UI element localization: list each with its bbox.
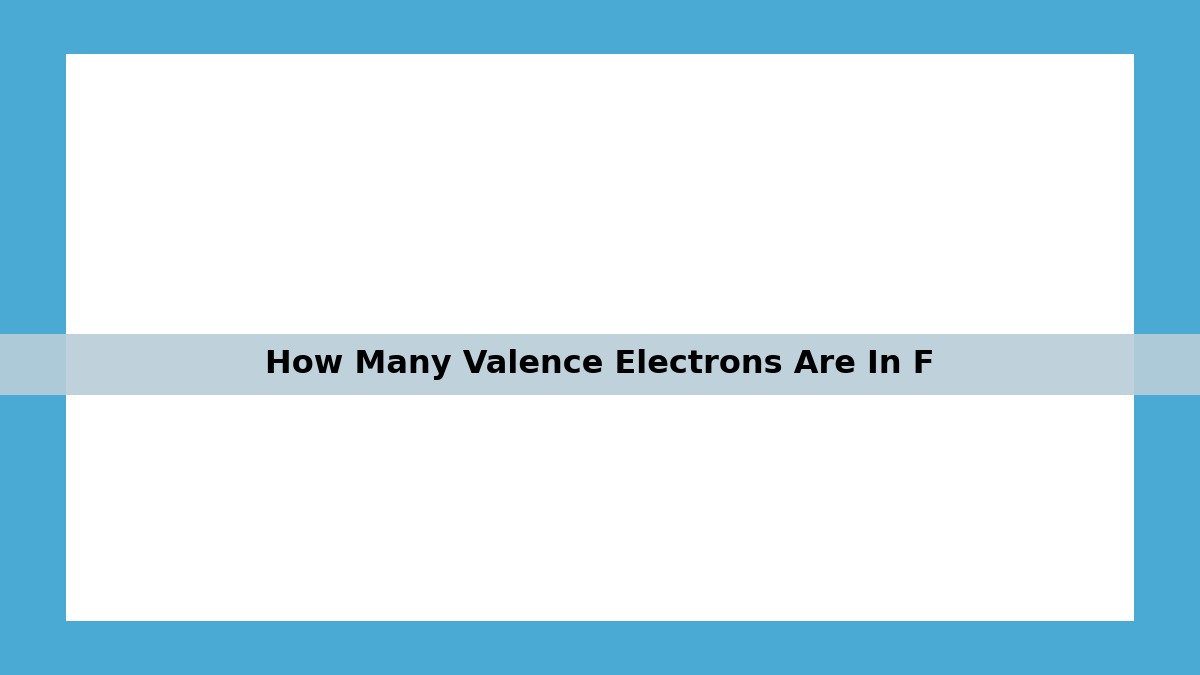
- Text: Nucleus: Nucleus: [613, 299, 728, 326]
- Text: Valence Electron: Valence Electron: [613, 123, 768, 141]
- Text: Orbit(Shell): Orbit(Shell): [613, 371, 756, 394]
- Circle shape: [233, 162, 583, 513]
- Text: 2nd Shell: 2nd Shell: [162, 356, 222, 369]
- Circle shape: [330, 260, 486, 415]
- Circle shape: [378, 151, 402, 175]
- Text: How Many Valence Electrons Are In F: How Many Valence Electrons Are In F: [265, 349, 935, 380]
- Circle shape: [364, 294, 452, 381]
- Circle shape: [414, 500, 438, 524]
- Circle shape: [378, 500, 402, 524]
- Circle shape: [484, 173, 508, 198]
- Circle shape: [221, 325, 245, 350]
- Circle shape: [474, 325, 498, 350]
- Circle shape: [318, 325, 342, 350]
- Circle shape: [414, 151, 438, 175]
- Circle shape: [484, 477, 508, 502]
- Text: https://valenceelectrons.com: https://valenceelectrons.com: [488, 443, 650, 452]
- Text: 1st Shell: 1st Shell: [162, 276, 217, 289]
